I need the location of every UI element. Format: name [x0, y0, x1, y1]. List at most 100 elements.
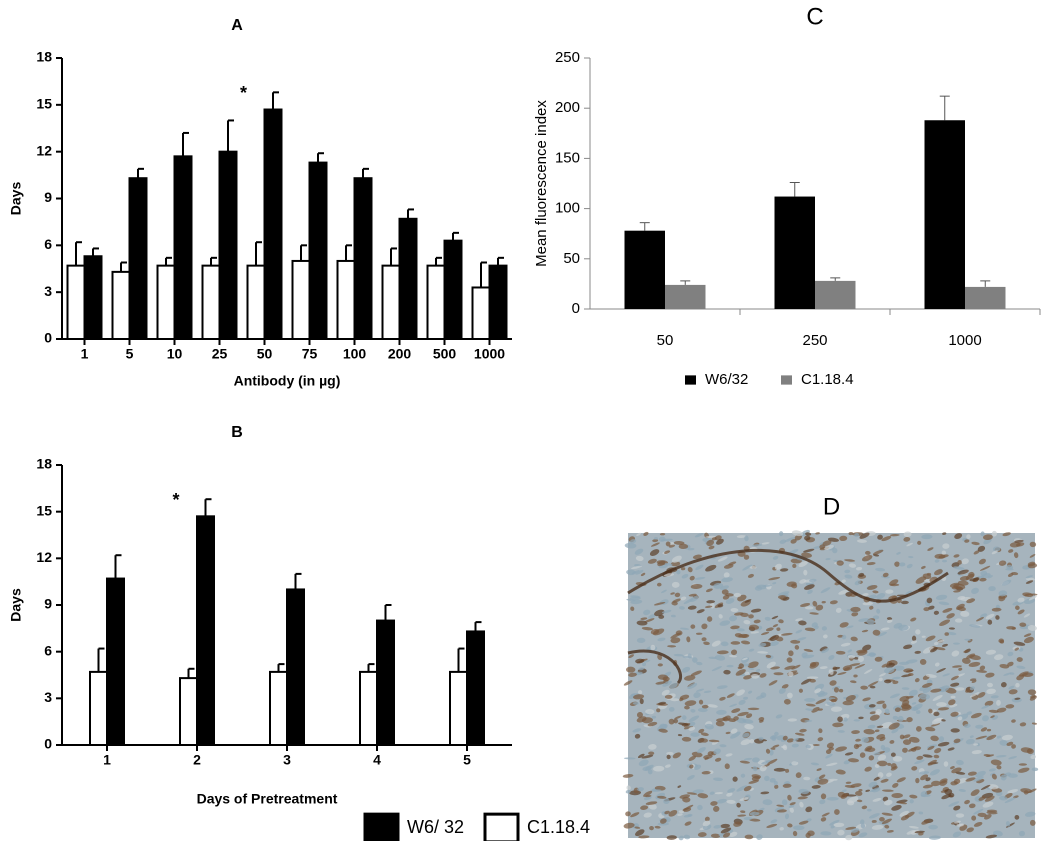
- tissue-cell: [872, 549, 884, 555]
- tissue-cell: [855, 791, 863, 796]
- tissue-cell: [854, 580, 861, 586]
- tissue-cell: [797, 796, 808, 800]
- tissue-cell: [747, 661, 759, 669]
- tissue-cell: [1003, 672, 1012, 676]
- tissue-cell: [866, 562, 876, 566]
- tissue-cell: [742, 564, 753, 571]
- tissue-cell: [661, 609, 672, 614]
- tissue-cell: [877, 534, 883, 540]
- tissue-cell: [638, 759, 649, 767]
- tissue-cell: [774, 563, 782, 570]
- tissue-cell: [801, 552, 813, 558]
- tissue-cell: [1026, 748, 1034, 755]
- tissue-cell: [743, 785, 752, 792]
- tissue-cell: [788, 804, 795, 809]
- tissue-cell: [666, 751, 674, 756]
- tissue-cell: [941, 719, 946, 722]
- bar: [128, 177, 148, 340]
- tissue-cell: [809, 662, 817, 667]
- tissue-cell: [736, 785, 747, 792]
- tissue-cell: [965, 738, 975, 745]
- bar: [156, 264, 176, 340]
- tissue-cell: [643, 609, 651, 616]
- tissue-cell: [861, 629, 869, 633]
- tissue-cell: [880, 627, 890, 631]
- x-tick-label: 1000: [474, 346, 505, 362]
- tissue-cell: [1002, 532, 1011, 537]
- tissue-cell: [872, 629, 881, 636]
- tissue-cell: [868, 781, 878, 788]
- bar: [173, 155, 193, 340]
- tissue-cell: [687, 683, 698, 689]
- bar: [111, 270, 131, 340]
- tissue-cell: [905, 590, 913, 595]
- tissue-cell: [1025, 577, 1036, 581]
- tissue-cell: [796, 637, 807, 641]
- tissue-cell: [964, 638, 971, 641]
- tissue-cell: [642, 662, 647, 667]
- tissue-cell: [630, 599, 643, 605]
- tissue-cell: [791, 530, 804, 537]
- tissue-cell: [1019, 722, 1027, 727]
- tissue-cell: [970, 712, 982, 719]
- tissue-cell: [687, 566, 693, 573]
- tissue-cell: [743, 554, 750, 560]
- tissue-cell: [996, 699, 1001, 706]
- tissue-cell: [988, 586, 996, 592]
- tissue-cell: [928, 708, 933, 714]
- tissue-cell: [681, 666, 691, 673]
- tissue-cell: [900, 600, 909, 605]
- tissue-cell: [683, 804, 694, 811]
- y-axis-label: Mean fluorescence index: [533, 100, 550, 267]
- tissue-cell: [664, 694, 673, 699]
- tissue-cell: [936, 668, 946, 673]
- tissue-cell: [1005, 821, 1011, 827]
- tissue-cell: [679, 697, 684, 702]
- panel: D: [622, 493, 1039, 841]
- tissue-cell: [966, 653, 976, 659]
- tissue-cell: [841, 634, 847, 640]
- tissue-cell: [886, 830, 894, 833]
- tissue-cell: [943, 761, 949, 767]
- tissue-cell: [921, 819, 930, 825]
- tissue-cell: [700, 732, 709, 736]
- tissue-cell: [664, 810, 670, 815]
- tissue-cell: [933, 754, 940, 759]
- tissue-cell: [846, 625, 854, 629]
- tissue-cell: [789, 802, 796, 806]
- tissue-cell: [689, 575, 695, 581]
- tissue-cell: [916, 726, 922, 732]
- tissue-cell: [869, 714, 880, 721]
- tissue-cell: [957, 560, 962, 565]
- tissue-cell: [793, 825, 805, 831]
- tissue-cell: [696, 661, 703, 666]
- tissue-cell: [951, 767, 962, 774]
- tissue-cell: [787, 692, 793, 699]
- tissue-cell: [677, 785, 682, 788]
- bar: [201, 264, 221, 340]
- tissue-cell: [921, 534, 933, 540]
- tissue-cell: [697, 793, 709, 799]
- tissue-cell: [647, 558, 657, 564]
- tissue-cell: [660, 818, 667, 824]
- tissue-cell: [684, 705, 690, 710]
- tissue-cell: [660, 538, 673, 542]
- tissue-cell: [664, 563, 673, 566]
- tissue-cell: [643, 790, 653, 797]
- x-tick-label: 200: [388, 346, 412, 362]
- tissue-cell: [720, 823, 731, 829]
- tissue-cell: [982, 715, 989, 722]
- tissue-cell: [637, 690, 643, 695]
- x-tick-label: 250: [802, 332, 827, 349]
- tissue-cell: [917, 540, 922, 545]
- bar: [359, 670, 378, 747]
- annotation: *: [240, 83, 247, 103]
- tissue-cell: [1009, 672, 1015, 675]
- tissue-cell: [730, 731, 741, 739]
- tissue-cell: [837, 730, 845, 733]
- tissue-cell: [861, 805, 868, 810]
- tissue-cell: [708, 545, 715, 550]
- tissue-cell: [863, 728, 875, 735]
- tissue-cell: [634, 548, 644, 555]
